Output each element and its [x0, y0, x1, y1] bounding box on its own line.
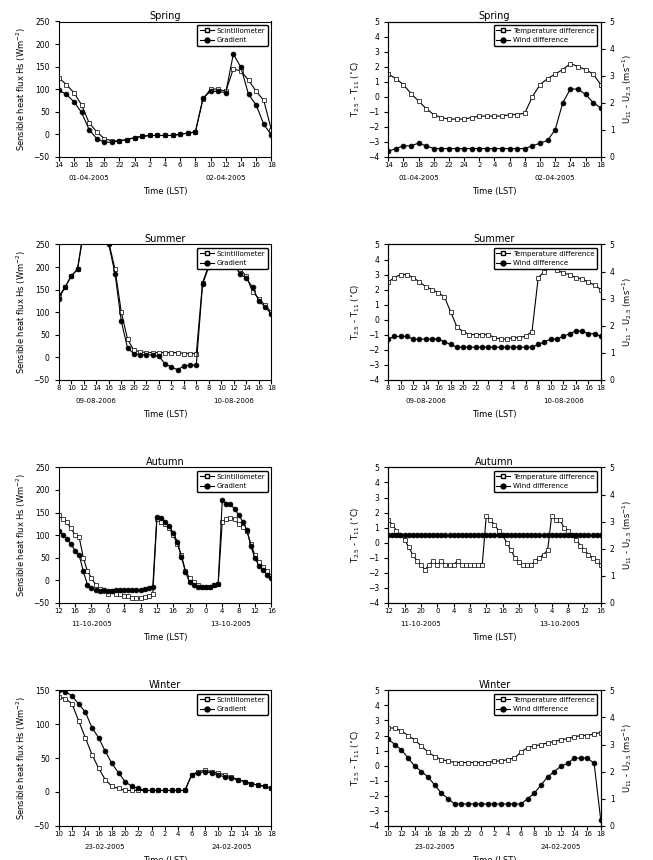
Text: 10-08-2006: 10-08-2006 — [543, 397, 584, 403]
Y-axis label: T$_{2.5}$ - T$_{11}$ ($^{\circ}$C): T$_{2.5}$ - T$_{11}$ ($^{\circ}$C) — [350, 507, 362, 563]
Text: 24-02-2005: 24-02-2005 — [541, 844, 581, 850]
Text: Time (LST): Time (LST) — [472, 634, 517, 642]
Text: Time (LST): Time (LST) — [472, 410, 517, 420]
Text: 01-04-2005: 01-04-2005 — [69, 175, 110, 181]
Text: 11-10-2005: 11-10-2005 — [71, 621, 112, 627]
Legend: Temperature difference, Wind difference: Temperature difference, Wind difference — [494, 694, 597, 715]
Legend: Scintillometer, Gradient: Scintillometer, Gradient — [197, 25, 268, 46]
Text: Time (LST): Time (LST) — [472, 857, 517, 860]
Title: Summer: Summer — [474, 234, 515, 243]
Y-axis label: U$_{11}$ - U$_{2.5}$ (ms$^{-1}$): U$_{11}$ - U$_{2.5}$ (ms$^{-1}$) — [620, 723, 634, 793]
Y-axis label: Sensible heat flux Hs (Wm$^{-2}$): Sensible heat flux Hs (Wm$^{-2}$) — [14, 696, 28, 820]
Legend: Temperature difference, Wind difference: Temperature difference, Wind difference — [494, 25, 597, 46]
Text: 11-10-2005: 11-10-2005 — [400, 621, 441, 627]
Title: Spring: Spring — [479, 10, 510, 21]
Text: 09-08-2006: 09-08-2006 — [406, 397, 446, 403]
Title: Winter: Winter — [149, 679, 181, 690]
Y-axis label: U$_{11}$ - U$_{2.5}$ (ms$^{-1}$): U$_{11}$ - U$_{2.5}$ (ms$^{-1}$) — [620, 54, 634, 124]
Text: Time (LST): Time (LST) — [143, 187, 187, 196]
Legend: Temperature difference, Wind difference: Temperature difference, Wind difference — [494, 248, 597, 269]
Text: Time (LST): Time (LST) — [143, 857, 187, 860]
Text: 13-10-2005: 13-10-2005 — [539, 621, 581, 627]
Text: 10-08-2006: 10-08-2006 — [214, 397, 254, 403]
Legend: Scintillometer, Gradient: Scintillometer, Gradient — [197, 248, 268, 269]
Legend: Scintillometer, Gradient: Scintillometer, Gradient — [197, 694, 268, 715]
Text: 23-02-2005: 23-02-2005 — [415, 844, 455, 850]
Y-axis label: Sensible heat flux Hs (Wm$^{-2}$): Sensible heat flux Hs (Wm$^{-2}$) — [14, 473, 28, 597]
Y-axis label: Sensible heat flux Hs (Wm$^{-2}$): Sensible heat flux Hs (Wm$^{-2}$) — [14, 27, 28, 151]
Text: Time (LST): Time (LST) — [143, 410, 187, 420]
Text: Time (LST): Time (LST) — [143, 634, 187, 642]
Legend: Temperature difference, Wind difference: Temperature difference, Wind difference — [494, 471, 597, 492]
Title: Autumn: Autumn — [146, 457, 184, 467]
Text: 13-10-2005: 13-10-2005 — [210, 621, 251, 627]
Text: Time (LST): Time (LST) — [472, 187, 517, 196]
Text: 09-08-2006: 09-08-2006 — [76, 397, 117, 403]
Y-axis label: T$_{2.5}$ - T$_{11}$ ($^{\circ}$C): T$_{2.5}$ - T$_{11}$ ($^{\circ}$C) — [350, 730, 362, 786]
Title: Autumn: Autumn — [475, 457, 514, 467]
Legend: Scintillometer, Gradient: Scintillometer, Gradient — [197, 471, 268, 492]
Y-axis label: U$_{11}$ - U$_{2.5}$ (ms$^{-1}$): U$_{11}$ - U$_{2.5}$ (ms$^{-1}$) — [620, 277, 634, 347]
Y-axis label: U$_{11}$ - U$_{2.5}$ (ms$^{-1}$): U$_{11}$ - U$_{2.5}$ (ms$^{-1}$) — [620, 500, 634, 570]
Title: Winter: Winter — [479, 679, 511, 690]
Y-axis label: Sensible heat flux Hs (Wm$^{-2}$): Sensible heat flux Hs (Wm$^{-2}$) — [14, 250, 28, 374]
Title: Summer: Summer — [144, 234, 185, 243]
Text: 23-02-2005: 23-02-2005 — [85, 844, 125, 850]
Y-axis label: T$_{2.5}$ - T$_{11}$ ($^{\circ}$C): T$_{2.5}$ - T$_{11}$ ($^{\circ}$C) — [350, 284, 362, 341]
Text: 01-04-2005: 01-04-2005 — [398, 175, 439, 181]
Y-axis label: T$_{2.5}$ - T$_{11}$ ($^{\circ}$C): T$_{2.5}$ - T$_{11}$ ($^{\circ}$C) — [350, 61, 362, 117]
Title: Spring: Spring — [150, 10, 181, 21]
Text: 02-04-2005: 02-04-2005 — [535, 175, 575, 181]
Text: 02-04-2005: 02-04-2005 — [206, 175, 246, 181]
Text: 24-02-2005: 24-02-2005 — [212, 844, 251, 850]
